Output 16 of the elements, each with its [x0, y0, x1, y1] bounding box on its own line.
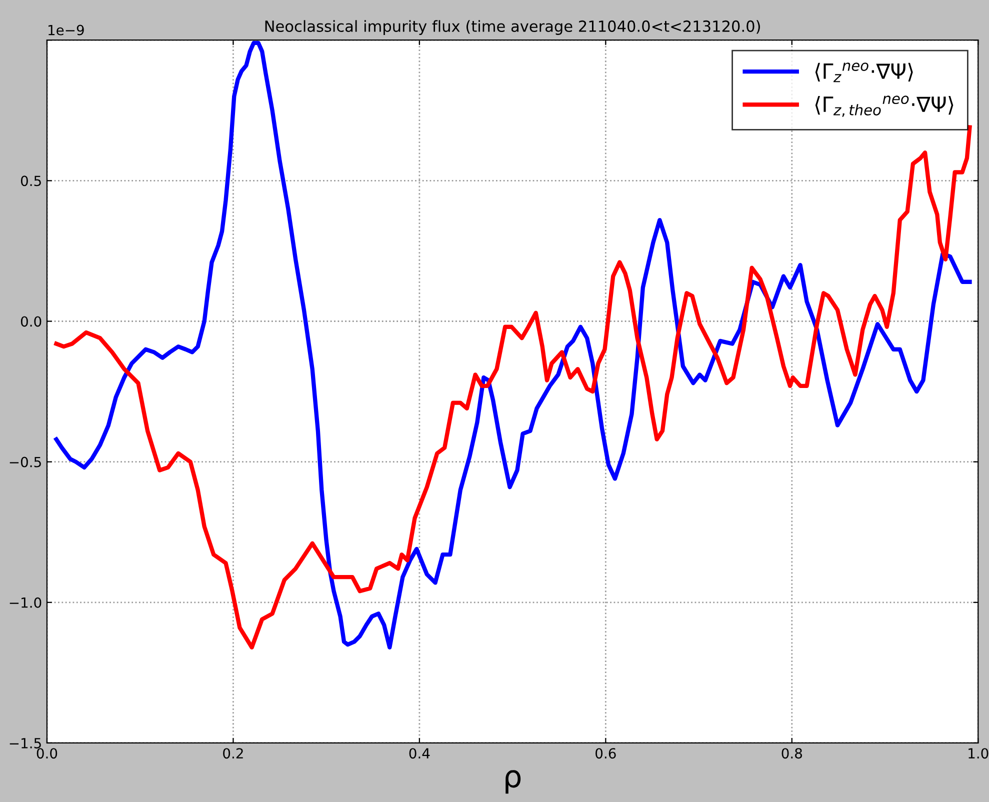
- y-tick-label: −1.5: [10, 738, 41, 748]
- x-tick-label: 0.4: [409, 748, 430, 759]
- x-tick-label: 1.0: [968, 748, 988, 759]
- y-tick-label: 0.0: [20, 316, 42, 327]
- x-tick-label: 0.0: [36, 748, 58, 759]
- y-tick-label: 0.5: [20, 176, 41, 186]
- x-tick-label: 0.2: [223, 748, 243, 759]
- x-tick-label: 0.6: [596, 748, 616, 759]
- text: 1e−9: [48, 24, 84, 36]
- legend-label: ⟨Γ$_{z}$$^{neo}$·∇Ψ⟩: [815, 62, 913, 82]
- x-axis-title: ρ: [506, 770, 521, 794]
- y-tick-label: −0.5: [10, 456, 41, 468]
- chart-title: Neoclassical impurity flux (time average 211040.0<t<213120.0): [265, 20, 760, 35]
- legend-label: ⟨Γ$_{z,theo}$$^{neo}$·∇Ψ⟩: [815, 96, 954, 117]
- y-tick-label: −1.0: [10, 597, 42, 608]
- x-tick-label: 0.8: [782, 748, 802, 759]
